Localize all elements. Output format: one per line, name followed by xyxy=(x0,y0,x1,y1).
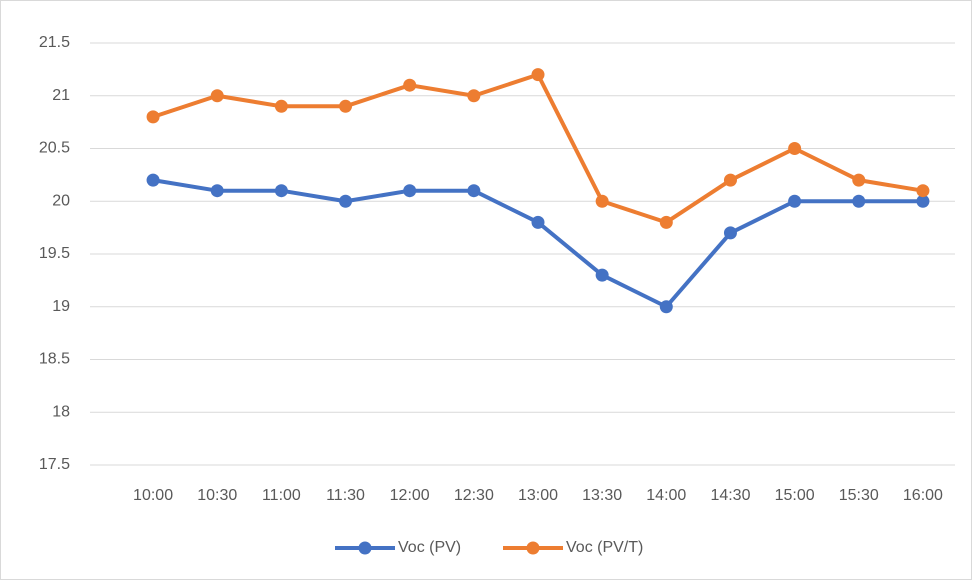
legend-marker xyxy=(526,541,540,555)
data-point xyxy=(146,173,160,187)
x-tick-label: 11:30 xyxy=(326,487,365,504)
x-tick-label: 14:30 xyxy=(710,487,750,504)
data-point xyxy=(788,194,802,208)
y-tick-label: 21 xyxy=(52,87,70,104)
y-tick-label: 19 xyxy=(52,298,70,315)
data-point xyxy=(339,99,353,113)
data-point xyxy=(788,142,802,155)
data-point xyxy=(595,268,609,282)
y-tick-label: 20 xyxy=(52,192,70,209)
x-tick-label: 10:00 xyxy=(133,487,173,504)
data-point xyxy=(852,194,866,208)
y-tick-label: 20.5 xyxy=(39,140,70,157)
y-tick-label: 18 xyxy=(52,403,70,420)
y-tick-label: 17.5 xyxy=(39,456,70,473)
legend-label: Voc (PV/T) xyxy=(566,539,643,556)
data-point xyxy=(339,194,353,208)
data-point xyxy=(916,184,930,198)
data-point xyxy=(274,184,288,198)
x-tick-label: 15:00 xyxy=(775,487,815,504)
y-tick-label: 21.5 xyxy=(39,34,70,51)
data-point xyxy=(403,184,417,198)
x-tick-label: 15:30 xyxy=(839,487,879,504)
data-point xyxy=(146,110,160,124)
x-tick-label: 13:30 xyxy=(582,487,622,504)
data-point xyxy=(852,173,866,187)
data-point xyxy=(916,194,930,208)
data-point xyxy=(723,226,737,240)
data-point xyxy=(467,184,481,198)
x-tick-label: 13:00 xyxy=(518,487,558,504)
x-tick-label: 12:30 xyxy=(454,487,494,504)
legend-label: Voc (PV) xyxy=(398,539,461,556)
data-point xyxy=(531,215,545,229)
data-point xyxy=(531,68,545,82)
data-point xyxy=(723,173,737,187)
data-point xyxy=(659,300,673,314)
x-tick-label: 10:30 xyxy=(197,487,237,504)
x-tick-label: 14:00 xyxy=(646,487,686,504)
data-point xyxy=(403,78,417,92)
y-tick-label: 18.5 xyxy=(39,351,70,368)
data-point xyxy=(467,89,481,103)
x-tick-label: 11:00 xyxy=(262,487,301,504)
x-tick-label: 16:00 xyxy=(903,487,943,504)
data-point xyxy=(274,99,288,113)
data-point xyxy=(595,194,609,208)
legend-marker xyxy=(358,541,372,555)
data-point xyxy=(210,89,224,103)
x-tick-label: 12:00 xyxy=(390,487,430,504)
data-point xyxy=(659,215,673,229)
data-point xyxy=(210,184,224,198)
y-tick-label: 19.5 xyxy=(39,245,70,262)
